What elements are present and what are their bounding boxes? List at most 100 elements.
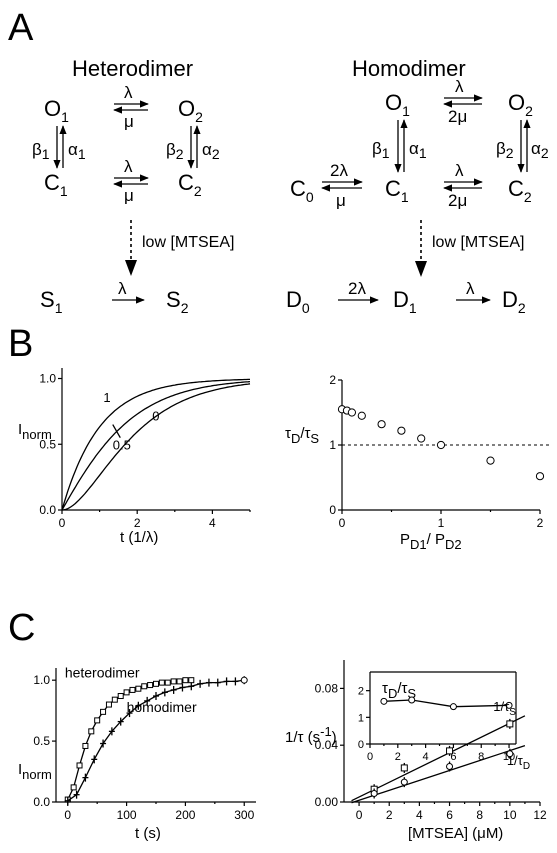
b-left-ylabel: Inorm — [18, 421, 52, 442]
x-tick-label: 0 — [356, 808, 363, 822]
y-tick-label: 2 — [358, 686, 364, 698]
svg-text:λ: λ — [124, 83, 133, 102]
homodimer-title: Homodimer — [352, 56, 466, 81]
c-left-point-square — [158, 679, 165, 686]
b-left-curve — [61, 378, 250, 511]
b-left-curve-label: 0.5 — [113, 438, 131, 453]
b-right-ylabel: τD/τS — [285, 425, 319, 446]
y-tick-label: 1 — [329, 438, 336, 452]
hetero-mtsea-label: low [MTSEA] — [142, 234, 234, 251]
svg-text:μ: μ — [124, 186, 134, 205]
svg-text:D0: D0 — [286, 287, 310, 316]
svg-text:μ: μ — [336, 191, 346, 210]
c-right-point-square — [446, 747, 454, 755]
x-tick-label: 4 — [423, 751, 429, 763]
c-left-point-square — [105, 701, 112, 708]
c-left-point-square — [170, 678, 177, 685]
svg-text:α1: α1 — [68, 140, 86, 162]
y-tick-label: 0.0 — [33, 795, 50, 809]
b-right-point — [486, 456, 495, 465]
c-right-fit-line — [351, 745, 526, 804]
c-right-series-label: 1/τD — [507, 753, 530, 772]
inset-title: τD/τS — [382, 680, 416, 701]
x-tick-label: 8 — [476, 808, 483, 822]
c-left-point-square — [100, 708, 107, 715]
b-right-point — [417, 434, 426, 443]
x-tick-label: 2 — [537, 516, 544, 530]
svg-text:λ: λ — [466, 279, 475, 298]
svg-text:λ: λ — [124, 157, 133, 176]
b-left-curve-label: 0 — [152, 409, 159, 424]
c-left-xlabel: t (s) — [135, 825, 161, 842]
c-right-series-label: 1/τS — [493, 699, 516, 718]
svg-text:λ: λ — [455, 77, 464, 96]
chart-b-right: τD/τS PD1/ PD2 0 1 2 0 1 2 — [285, 373, 552, 552]
b-left-label-leader — [112, 424, 121, 439]
y-tick-label: 1.0 — [39, 372, 56, 386]
c-right-point-circle — [446, 763, 454, 770]
c-left-point-square — [135, 685, 142, 692]
chart-b-left: Inorm t (1/λ) 0 2 4 0.0 0.5 1.0 1 0 0.5 — [18, 368, 251, 546]
svg-text:α2: α2 — [531, 139, 549, 161]
c-left-point-square — [94, 717, 101, 724]
c-left-point-square — [182, 677, 189, 684]
y-tick-label: 0.04 — [315, 738, 339, 752]
svg-text:D1: D1 — [393, 287, 417, 316]
svg-text:C0: C0 — [290, 176, 314, 205]
svg-text:D2: D2 — [502, 287, 526, 316]
svg-text:λ: λ — [118, 279, 127, 298]
svg-text:2λ: 2λ — [348, 279, 366, 298]
y-tick-label: 0.5 — [39, 437, 56, 451]
b-right-point — [397, 426, 406, 435]
x-tick-label: 6 — [446, 808, 453, 822]
homodimer-scheme: O1 O2 C0 C1 C2 λ 2μ λ 2μ 2λ μ β1 α1 β2 α… — [286, 77, 549, 316]
svg-text:O2: O2 — [508, 90, 533, 119]
panel-label-b: B — [8, 323, 33, 365]
b-right-point — [357, 411, 366, 420]
x-tick-label: 2 — [386, 808, 393, 822]
y-tick-label: 0.5 — [33, 734, 50, 748]
c-left-point-square — [117, 693, 124, 700]
chart-c-left: Inorm t (s) 0 100 200 300 0.0 0.5 1.0 heterodim… — [18, 665, 256, 842]
x-tick-label: 2 — [395, 751, 401, 763]
b-right-xlabel: PD1/ PD2 — [400, 531, 462, 552]
svg-text:2λ: 2λ — [330, 161, 348, 180]
svg-text:β1: β1 — [372, 139, 390, 161]
heterodimer-scheme: O1 O2 C1 C2 λ μ λ μ β1 α1 β2 α2 low [MTS… — [32, 83, 234, 316]
x-tick-label: 2 — [134, 516, 141, 530]
heterodimer-title: Heterodimer — [72, 56, 193, 81]
c-right-ylabel: 1/τ (s-1) — [285, 724, 337, 746]
inset-point — [505, 701, 513, 709]
c-left-point-square — [76, 762, 83, 769]
c-left-ylabel: Inorm — [18, 761, 52, 782]
inset-line — [383, 699, 510, 708]
c-left-point-square — [188, 677, 195, 684]
x-tick-label: 8 — [478, 751, 484, 763]
c-left-point-square — [129, 686, 136, 693]
c-left-point-square — [176, 678, 183, 685]
c-right-series-label-sub: S — [509, 707, 516, 718]
x-tick-label: 0 — [367, 751, 373, 763]
svg-text:2μ: 2μ — [448, 107, 467, 126]
y-tick-label: 2 — [329, 373, 336, 387]
svg-text:O1: O1 — [44, 96, 69, 125]
b-left-xlabel: t (1/λ) — [120, 529, 158, 546]
c-left-point-square — [111, 696, 118, 703]
b-right-point — [535, 472, 545, 481]
y-tick-label: 1 — [358, 712, 364, 724]
svg-text:O2: O2 — [178, 96, 203, 125]
svg-text:C2: C2 — [178, 170, 202, 199]
c-right-inset: τD/τS 0246810012 — [358, 671, 517, 763]
c-left-series-label: heterodimer — [65, 665, 140, 681]
svg-text:O1: O1 — [385, 90, 410, 119]
c-left-point-square — [88, 728, 95, 735]
x-tick-label: 10 — [503, 808, 517, 822]
y-tick-label: 1.0 — [33, 673, 50, 687]
x-tick-label: 4 — [416, 808, 423, 822]
x-tick-label: 0 — [59, 516, 66, 530]
c-left-endpoint — [240, 676, 248, 684]
b-left-curve — [61, 380, 251, 511]
c-left-point-square — [70, 784, 77, 791]
c-left-point-square — [164, 679, 171, 686]
